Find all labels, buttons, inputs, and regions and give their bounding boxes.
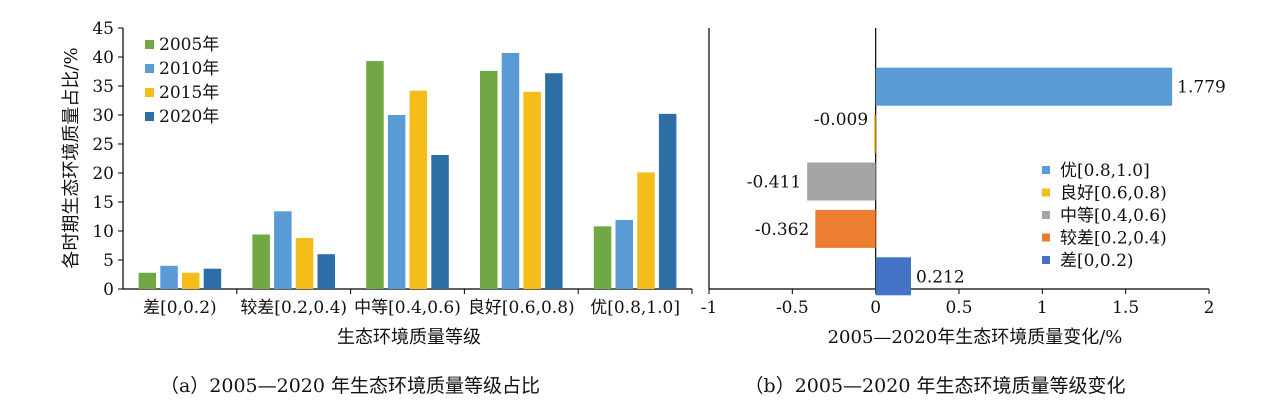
chart-b-data-labels: 1.779 -0.009 -0.411 -0.362 0.212 xyxy=(747,78,1226,288)
data-label: 0.212 xyxy=(916,267,965,287)
legend-label: 2005年 xyxy=(159,35,219,55)
y-tick-label: 30 xyxy=(92,106,114,126)
bar xyxy=(203,268,222,289)
chart-b: 1.779 -0.009 -0.411 -0.362 0.212 -1 -0.5 0 0.5 1… xyxy=(701,28,1226,397)
bar xyxy=(658,113,677,289)
chart-a-x-tick-labels: 差[0,0.2) 较差[0.2,0.4) 中等[0.4,0.6) 良好[0.6,0.8… xyxy=(143,298,680,318)
y-tick-label: 20 xyxy=(92,164,114,184)
bar xyxy=(815,209,876,248)
chart-b-bars xyxy=(807,67,1173,296)
legend-label: 较差[0.2,0.4) xyxy=(1060,229,1167,249)
y-tick-label: 45 xyxy=(92,19,114,39)
legend-label: 2010年 xyxy=(159,59,219,79)
bar xyxy=(615,219,633,289)
bar xyxy=(523,91,541,289)
bar xyxy=(252,234,270,289)
y-tick-label: 35 xyxy=(92,77,114,97)
y-tick-label: 5 xyxy=(103,251,114,271)
legend-swatch xyxy=(1042,211,1050,219)
x-tick-label: 1 xyxy=(1037,298,1048,318)
bar xyxy=(431,155,449,289)
legend-swatch xyxy=(145,40,154,49)
bar xyxy=(160,265,178,289)
data-label: -0.411 xyxy=(747,173,801,193)
bar xyxy=(274,211,292,289)
chart-a: 0 5 10 15 20 25 30 35 40 45 差[0,0.2) 较差[0.2,0.4) 中等… xyxy=(61,19,693,397)
bar xyxy=(409,90,428,289)
legend-label: 2020年 xyxy=(159,107,219,127)
x-tick-label: 中等[0.4,0.6) xyxy=(354,298,461,318)
bar xyxy=(875,257,911,296)
chart-b-legend: 优[0.8,1.0] 良好[0.6,0.8)中等[0.4,0.6) 较差[0.2,0… xyxy=(1042,161,1167,271)
bar xyxy=(480,70,498,289)
legend-swatch xyxy=(1042,233,1050,242)
chart-a-caption: （a）2005—2020 年生态环境质量等级占比 xyxy=(160,375,540,397)
x-tick-label: 1.5 xyxy=(1112,298,1139,318)
chart-a-bars xyxy=(138,52,677,290)
bar xyxy=(295,237,314,289)
bar xyxy=(875,67,1173,106)
chart-b-caption: （b）2005—2020 年生态环境质量等级变化 xyxy=(745,375,1126,397)
x-tick-label: 较差[0.2,0.4) xyxy=(240,298,347,318)
legend-label: 中等[0.4,0.6) xyxy=(1060,206,1167,226)
data-label: -0.009 xyxy=(814,110,868,130)
legend-swatch xyxy=(1042,166,1050,174)
data-label: -0.362 xyxy=(755,220,809,240)
chart-a-legend: 2005年 2010年 2015年 2020年 xyxy=(145,35,219,127)
x-tick-label: 0 xyxy=(870,298,881,318)
data-label: 1.779 xyxy=(1177,78,1226,98)
bar xyxy=(874,115,876,154)
bar xyxy=(807,162,876,201)
chart-a-y-tick-labels: 0 5 10 15 20 25 30 35 40 45 xyxy=(92,19,114,300)
legend-swatch xyxy=(1042,188,1050,197)
chart-a-x-axis-label: 生态环境质量等级 xyxy=(337,327,481,348)
bar xyxy=(317,254,335,289)
y-tick-label: 15 xyxy=(92,193,114,213)
y-tick-label: 0 xyxy=(103,280,114,300)
x-tick-label: -1 xyxy=(701,298,718,318)
bar xyxy=(366,61,384,290)
legend-label: 良好[0.6,0.8) xyxy=(1060,184,1167,204)
legend-swatch xyxy=(145,64,154,73)
legend-swatch xyxy=(1042,256,1050,264)
y-tick-label: 10 xyxy=(92,222,114,242)
bar xyxy=(637,172,655,289)
y-tick-label: 25 xyxy=(92,135,114,155)
chart-b-x-axis-label: 2005—2020年生态环境质量变化/% xyxy=(828,327,1123,348)
chart-b-x-tick-labels: -1 -0.5 0 0.5 1 1.5 2 xyxy=(701,298,1215,318)
legend-swatch xyxy=(145,112,154,121)
bar xyxy=(182,272,200,289)
bar xyxy=(593,226,612,289)
bar xyxy=(387,115,406,289)
bar xyxy=(501,52,520,289)
x-tick-label: -0.5 xyxy=(776,298,809,318)
legend-label: 2015年 xyxy=(159,83,219,103)
y-tick-label: 40 xyxy=(92,48,114,68)
x-tick-label: 差[0,0.2) xyxy=(143,298,217,318)
legend-label: 差[0,0.2) xyxy=(1060,251,1134,271)
legend-label: 优[0.8,1.0] xyxy=(1060,161,1150,181)
x-tick-label: 2 xyxy=(1204,298,1215,318)
bar xyxy=(545,73,563,290)
x-tick-label: 良好[0.6,0.8) xyxy=(468,298,575,318)
x-tick-label: 优[0.8,1.0] xyxy=(590,298,680,318)
legend-swatch xyxy=(145,88,154,97)
x-tick-label: 0.5 xyxy=(945,298,972,318)
chart-a-y-axis-label: 各时期生态环境质量占比/% xyxy=(61,47,82,268)
bar xyxy=(138,272,157,289)
